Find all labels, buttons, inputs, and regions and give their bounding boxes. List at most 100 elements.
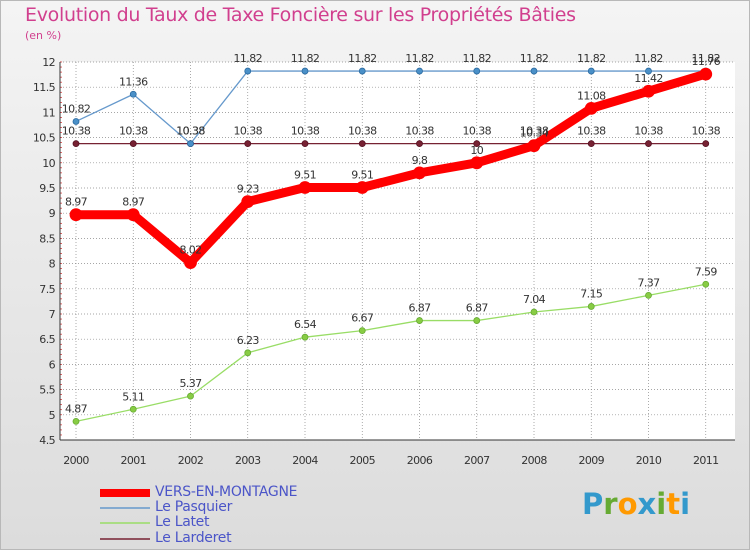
data-point-latet — [244, 349, 252, 357]
data-point-latet — [416, 317, 423, 324]
data-point-vers — [413, 166, 426, 180]
data-point-vers — [527, 139, 541, 153]
data-label-larderet: 10.38 — [577, 125, 606, 138]
data-point-latet — [301, 333, 309, 341]
data-point-vers — [298, 181, 312, 194]
data-label-larderet: 10.38 — [62, 125, 91, 138]
data-label-pasquier: 11.36 — [119, 75, 148, 88]
data-label-pasquier: 11.82 — [577, 52, 606, 65]
data-point-pasquier — [416, 67, 423, 75]
data-point-larderet — [358, 140, 366, 148]
data-label-larderet: 10.38 — [348, 125, 377, 138]
data-point-vers — [69, 208, 83, 222]
data-label-vers: 9.23 — [237, 183, 260, 196]
data-point-latet — [530, 308, 538, 316]
data-label-larderet: 10.38 — [119, 125, 148, 138]
data-label-larderet: 10.38 — [692, 125, 721, 138]
data-label-latet: 6.67 — [351, 312, 374, 325]
data-label-vers: 11.76 — [692, 55, 721, 68]
data-point-latet — [587, 303, 595, 310]
data-point-pasquier — [358, 67, 366, 75]
series-layer — [69, 67, 713, 425]
x-tick-label: 2008 — [521, 454, 547, 467]
data-label-latet: 7.15 — [580, 287, 603, 300]
chart-subtitle: (en %) — [25, 29, 62, 42]
data-point-larderet — [244, 140, 252, 148]
data-label-latet: 5.11 — [122, 390, 144, 403]
data-label-latet: 5.37 — [179, 377, 202, 390]
data-point-pasquier — [187, 140, 194, 148]
x-tick-label: 2000 — [63, 454, 89, 467]
data-point-vers — [184, 256, 197, 269]
data-label-latet: 7.37 — [637, 276, 660, 289]
data-point-latet — [702, 280, 710, 288]
logo-letter: i — [680, 487, 691, 521]
data-point-larderet — [72, 140, 80, 148]
data-label-layer: 8.97 8.97 8.02 9.23 9.51 9.51 9.8 10 10.34 11.08 1… — [62, 52, 721, 415]
x-tick-label: 2006 — [407, 454, 433, 467]
data-label-pasquier: 11.82 — [692, 52, 721, 65]
data-label-larderet: 10.38 — [291, 125, 320, 138]
data-label-latet: 6.54 — [294, 318, 317, 331]
data-point-latet — [473, 317, 481, 324]
y-tick-label: 11 — [42, 106, 55, 119]
data-point-larderet — [473, 140, 481, 148]
data-point-larderet — [416, 140, 423, 148]
data-point-larderet — [587, 140, 595, 148]
data-point-latet — [645, 291, 652, 299]
x-tick-label: 2010 — [636, 454, 662, 467]
data-label-pasquier: 11.82 — [463, 52, 492, 65]
data-label-vers: 9.51 — [294, 168, 316, 181]
data-point-latet — [187, 392, 194, 400]
y-tick-label: 8.5 — [39, 232, 55, 245]
y-tick-label: 9.5 — [39, 182, 55, 195]
data-label-vers: 8.02 — [179, 244, 201, 257]
series-line-vers — [71, 69, 711, 268]
data-point-larderet — [129, 140, 137, 148]
y-tick-label: 9 — [49, 207, 56, 220]
data-point-vers — [355, 181, 369, 194]
x-tick-label: 2011 — [693, 454, 719, 467]
data-label-pasquier: 11.82 — [634, 52, 663, 65]
y-tick-label: 10.5 — [33, 132, 56, 145]
x-tick-label: 2007 — [464, 454, 490, 467]
logo-letter: x — [637, 487, 657, 521]
data-label-larderet: 10.38 — [634, 125, 663, 138]
x-tick-label: 2002 — [178, 454, 204, 467]
data-label-pasquier: 10.82 — [62, 102, 91, 115]
data-label-larderet: 10.38 — [405, 125, 434, 138]
data-label-larderet: 10.38 — [234, 125, 263, 138]
x-tick-label: 2005 — [349, 454, 375, 467]
x-tick-label: 2003 — [235, 454, 261, 467]
data-label-vers: 11.08 — [577, 89, 606, 102]
data-label-latet: 6.23 — [237, 334, 260, 347]
x-tick-label: 2009 — [578, 454, 604, 467]
data-point-latet — [358, 327, 366, 335]
data-label-vers: 11.42 — [634, 72, 663, 85]
data-label-latet: 6.87 — [466, 302, 489, 315]
data-point-latet — [72, 417, 80, 425]
y-tick-label: 10 — [42, 157, 55, 170]
data-label-larderet: 10.38 — [176, 125, 205, 138]
y-tick-label: 6.5 — [39, 333, 55, 346]
y-tick-label: 7.5 — [39, 283, 55, 296]
data-point-vers — [584, 101, 598, 115]
legend-label-pasquier: Le Pasquier — [155, 499, 233, 515]
data-label-pasquier: 11.82 — [291, 52, 320, 65]
logo-letter: r — [603, 487, 618, 521]
data-point-pasquier — [645, 67, 652, 75]
data-label-vers: 8.97 — [122, 196, 145, 209]
y-tick-label: 7 — [49, 308, 56, 321]
data-label-pasquier: 11.82 — [348, 52, 377, 65]
x-tick-label: 2004 — [292, 454, 318, 467]
data-point-pasquier — [587, 67, 595, 75]
data-point-pasquier — [473, 67, 481, 75]
data-label-pasquier: 11.82 — [234, 52, 263, 65]
data-point-vers — [699, 67, 713, 81]
data-point-pasquier — [129, 90, 137, 98]
data-label-latet: 6.87 — [408, 302, 431, 315]
data-label-vers: 9.8 — [412, 154, 428, 167]
logo-letter: o — [617, 487, 638, 521]
data-point-vers — [126, 208, 140, 222]
data-point-vers — [642, 84, 655, 98]
